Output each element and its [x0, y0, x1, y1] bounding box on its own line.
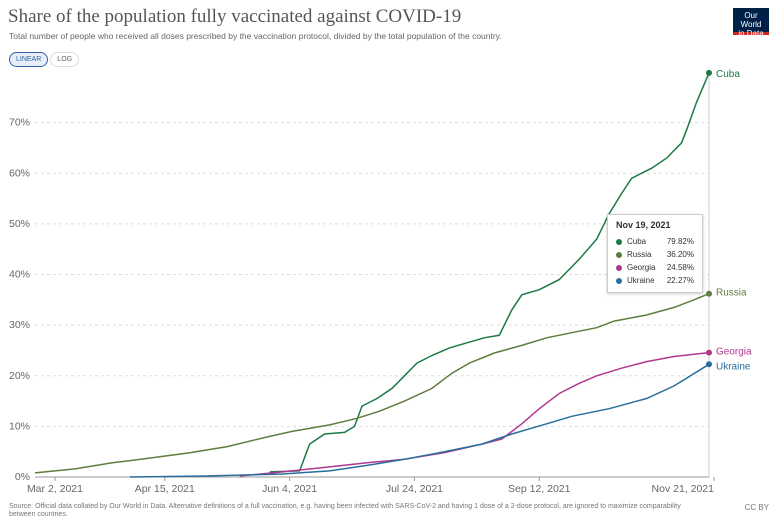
x-tick-label: Nov 21, 2021 — [652, 483, 715, 495]
y-tick-label: 50% — [9, 218, 30, 230]
y-tick-label: 0% — [15, 471, 30, 483]
x-tick-label: Jul 24, 2021 — [386, 483, 443, 495]
chart-subtitle: Total number of people who received all … — [9, 31, 502, 41]
log-scale-button[interactable]: LOG — [50, 52, 80, 67]
x-tick-label: Jun 4, 2021 — [262, 483, 317, 495]
x-tick-label: Apr 15, 2021 — [135, 483, 195, 495]
georgia-dot-icon — [616, 264, 622, 271]
y-tick-label: 30% — [9, 319, 30, 331]
series-label-ukraine: Ukraine — [716, 361, 751, 372]
series-line-russia — [34, 293, 710, 474]
tooltip-country: Georgia — [627, 263, 656, 272]
tooltip-row-georgia: Georgia 24.58% — [616, 261, 694, 274]
x-tick-label: Mar 2, 2021 — [27, 483, 83, 495]
tooltip-row-ukraine: Ukraine 22.27% — [616, 274, 694, 287]
owid-logo[interactable]: Our World in Data — [733, 8, 769, 38]
y-tick-label: 40% — [9, 269, 30, 281]
tooltip-date: Nov 19, 2021 — [616, 220, 671, 230]
scale-toggle: LINEAR LOG — [9, 52, 81, 67]
tooltip-row-cuba: Cuba 79.82% — [616, 235, 694, 248]
y-tick-label: 20% — [9, 370, 30, 382]
series-end-point-cuba — [706, 69, 712, 76]
chart-tooltip: Nov 19, 2021 Cuba 79.82% Russia 36.20% G… — [607, 214, 703, 293]
series-end-point-georgia — [706, 349, 712, 356]
series-label-russia: Russia — [716, 288, 747, 299]
tooltip-country: Ukraine — [627, 276, 655, 285]
logo-line-1: Our World — [740, 11, 762, 29]
series-line-ukraine — [129, 363, 710, 478]
chart-title: Share of the population fully vaccinated… — [8, 6, 462, 27]
source-note: Source: Official data collated by Our Wo… — [9, 503, 681, 518]
y-tick-label: 60% — [9, 167, 30, 179]
tooltip-value: 36.20% — [666, 250, 694, 259]
tooltip-country: Cuba — [627, 237, 647, 246]
cuba-dot-icon — [616, 238, 622, 245]
ukraine-dot-icon — [616, 277, 622, 284]
series-line-georgia — [239, 351, 710, 477]
series-label-cuba: Cuba — [716, 69, 740, 80]
series-line-cuba — [269, 72, 710, 473]
tooltip-value: 22.27% — [666, 276, 694, 285]
series-end-point-russia — [706, 290, 712, 297]
logo-line-2: in Data — [738, 29, 764, 38]
russia-dot-icon — [616, 251, 622, 258]
series-end-point-ukraine — [706, 361, 712, 368]
y-tick-label: 70% — [9, 117, 30, 129]
tooltip-country: Russia — [627, 250, 652, 259]
y-tick-label: 10% — [9, 420, 30, 432]
tooltip-value: 79.82% — [666, 237, 694, 246]
linear-scale-button[interactable]: LINEAR — [9, 52, 49, 67]
tooltip-value: 24.58% — [666, 263, 694, 272]
series-label-georgia: Georgia — [716, 347, 752, 358]
license-label[interactable]: CC BY — [744, 503, 769, 512]
x-tick-label: Sep 12, 2021 — [508, 483, 571, 495]
tooltip-row-russia: Russia 36.20% — [616, 248, 694, 261]
